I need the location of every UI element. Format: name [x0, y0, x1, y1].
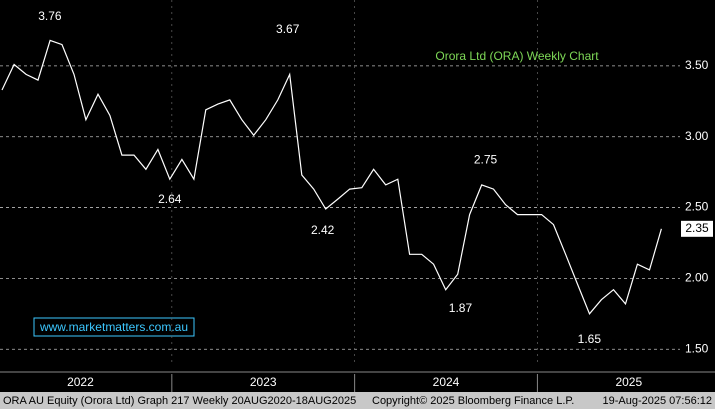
y-tick-label: 3.50 — [685, 58, 709, 72]
annotation: 2.75 — [474, 152, 498, 166]
price-line — [1, 39, 662, 315]
annotation: 3.67 — [276, 22, 300, 36]
annotation: 1.87 — [449, 301, 473, 315]
footer-copyright: Copyright© 2025 Bloomberg Finance L.P. — [372, 395, 574, 407]
x-tick-label: 2022 — [67, 375, 94, 389]
y-tick-label: 2.00 — [685, 271, 709, 285]
footer-bar — [0, 392, 715, 409]
footer-date: 19-Aug-2025 07:56:12 — [603, 395, 712, 407]
watermark-box — [33, 317, 195, 337]
y-tick-label: 2.50 — [685, 200, 709, 214]
annotation: 3.76 — [38, 9, 62, 23]
annotation: 2.64 — [158, 192, 182, 206]
chart-title: Orora Ltd (ORA) Weekly Chart — [435, 49, 599, 63]
y-tick-label: 1.50 — [685, 341, 709, 355]
last-price-box — [681, 220, 713, 237]
y-tick-label: 3.00 — [685, 129, 709, 143]
x-tick-label: 2024 — [433, 375, 460, 389]
x-tick-label: 2025 — [615, 375, 642, 389]
last-price-label: 2.35 — [685, 221, 709, 235]
annotation: 2.42 — [311, 223, 335, 237]
footer-left: ORA AU Equity (Orora Ltd) Graph 217 Week… — [3, 395, 356, 407]
x-tick-label: 2023 — [250, 375, 277, 389]
watermark: www.marketmatters.com.au — [39, 320, 188, 334]
annotation: 1.65 — [578, 332, 602, 346]
